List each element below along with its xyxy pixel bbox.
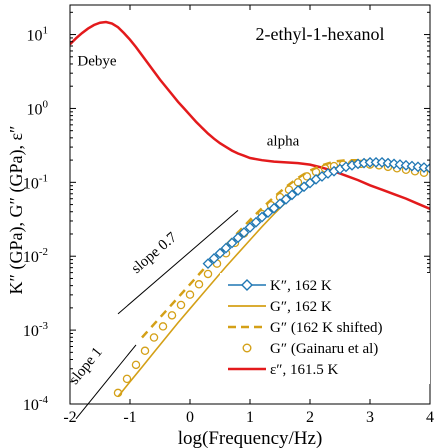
data-point-k-162k — [208, 253, 220, 264]
guide-line-slope-0-7 — [117, 210, 239, 315]
data-point-k-162k — [268, 202, 280, 214]
data-point-k-162k — [244, 221, 256, 233]
data-point-g-gainaru — [131, 360, 141, 370]
legend-gs-label: G″ (162 K shifted) — [270, 320, 382, 336]
data-point-g-gainaru — [140, 346, 150, 356]
y-tick-label: 101 — [27, 25, 49, 45]
data-point-k-162k — [286, 189, 298, 201]
data-point-g-gainaru — [149, 333, 159, 342]
data-point-g-gainaru — [122, 374, 132, 384]
data-point-k-162k — [250, 216, 262, 228]
data-point-k-162k — [424, 162, 430, 174]
data-point-k-162k — [274, 198, 286, 210]
y-tick-label: 10-2 — [23, 246, 48, 266]
y-tick-label: 10-4 — [23, 394, 49, 414]
legend: K″, 162 K G″, 162 K G″ (162 K shifted) G″ (… — [220, 273, 430, 384]
data-point-k-162k — [202, 258, 214, 270]
legend-ga-label: G″ (Gainaru et al) — [270, 341, 378, 357]
data-point-g-gainaru — [185, 290, 195, 299]
data-point-g-gainaru — [167, 311, 177, 320]
chart-title: 2-ethyl-1-hexanol — [256, 24, 385, 44]
data-point-g-gainaru — [203, 269, 213, 279]
data-point-g-gainaru — [113, 388, 123, 398]
data-point-k-162k — [256, 211, 268, 223]
guide-label-slope-0-7: slope 0.7 — [129, 229, 181, 277]
data-point-k-162k — [238, 227, 250, 238]
data-point-k-162k — [262, 207, 274, 219]
x-tick-label: -2 — [63, 409, 76, 426]
x-tick-label: 4 — [426, 409, 434, 426]
x-tick-label: -1 — [123, 409, 136, 426]
data-point-g-gainaru — [302, 172, 312, 181]
series-layer — [70, 20, 430, 398]
legend-ga-marker — [242, 343, 252, 353]
data-point-k-162k — [280, 193, 292, 205]
x-tick-label: 2 — [306, 409, 314, 426]
legend-g-label: G″, 162 K — [270, 299, 332, 315]
data-point-k-162k — [214, 247, 226, 259]
legend-k-label: K″, 162 K — [270, 278, 332, 294]
data-point-k-162k — [220, 242, 232, 254]
data-point-k-162k — [232, 232, 244, 244]
annotations: Debye alpha — [77, 54, 299, 150]
data-point-g-gainaru — [158, 322, 168, 331]
annotation-alpha: alpha — [267, 133, 300, 149]
x-tick-label: 1 — [246, 409, 254, 426]
legend-e-label: ε″, 161.5 K — [270, 362, 339, 378]
guide-layer: slope 0.7 slope 1 — [66, 210, 239, 420]
y-tick-label: 100 — [27, 98, 49, 118]
legend-box — [220, 273, 430, 384]
data-point-k-162k — [226, 237, 238, 249]
x-tick-label: 3 — [366, 409, 374, 426]
data-point-g-gainaru — [194, 280, 204, 289]
y-axis-label: K″ (GPa), G″ (GPa), ε″ — [6, 125, 27, 294]
y-axis-ticks: 10-4 10-3 10-2 10-1 100 101 — [23, 11, 430, 414]
series-line-epsilon — [70, 20, 430, 211]
guide-line-slope-1 — [75, 344, 137, 420]
x-axis-label: log(Frequency/Hz) — [178, 428, 323, 448]
data-point-g-gainaru — [176, 300, 186, 310]
annotation-debye: Debye — [77, 54, 116, 70]
guide-label-slope-1: slope 1 — [66, 344, 105, 387]
y-tick-label: 10-3 — [23, 320, 49, 340]
y-tick-label: 10-1 — [23, 172, 48, 192]
x-axis-ticks: -2 -1 0 1 2 3 4 — [63, 5, 434, 426]
x-tick-label: 0 — [186, 409, 194, 426]
legend-k-marker — [241, 279, 253, 291]
